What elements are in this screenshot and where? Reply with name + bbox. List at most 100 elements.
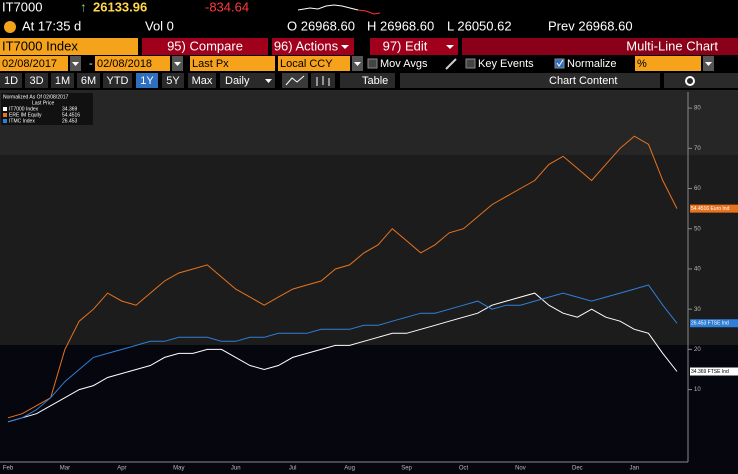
frequency-button[interactable] <box>220 73 275 88</box>
y-tick-label: 50 <box>694 226 701 232</box>
prev: Prev 26968.60 <box>548 18 633 33</box>
input-text: 02/08/2018 <box>97 58 152 70</box>
checkbox-label: Key Events <box>478 58 534 70</box>
y-tick-label: 40 <box>694 267 701 273</box>
range-label: 5Y <box>166 75 180 87</box>
dropdown-arrow <box>446 45 454 49</box>
table-button[interactable] <box>340 73 395 88</box>
range-button[interactable] <box>162 73 184 88</box>
x-tick-label: May <box>173 466 184 472</box>
dropdown-arrow <box>265 79 272 83</box>
button[interactable] <box>142 38 268 55</box>
settings-button[interactable] <box>664 73 738 88</box>
dash: - <box>89 58 93 70</box>
legend-box <box>1 93 93 125</box>
dropdown-arrow <box>72 62 79 66</box>
checkbox-label: Mov Avgs <box>380 58 428 70</box>
checkbox[interactable] <box>367 58 378 69</box>
series-line <box>7 284 678 423</box>
x-tick-label: Mar <box>60 466 70 472</box>
x-tick-label: Sep <box>401 466 412 472</box>
chart: 10 20 30 40 50 60 70 80 Feb Mar Apr May Jun Jul Aug Sep… <box>1 93 738 472</box>
plot-band <box>0 90 738 155</box>
end-tag <box>690 204 738 213</box>
legend-value: 34.369 <box>62 106 78 112</box>
y-tick-label: 10 <box>694 387 701 393</box>
range-button[interactable] <box>25 73 48 88</box>
input-box[interactable] <box>190 56 275 71</box>
dropdown-arrow <box>354 62 361 66</box>
button[interactable] <box>272 38 354 55</box>
range-button[interactable] <box>77 73 100 88</box>
input-text: % <box>637 58 647 70</box>
range-button[interactable] <box>136 73 158 88</box>
x-tick-label: Aug <box>344 466 355 472</box>
dropdown-arrow <box>705 62 712 66</box>
range-button[interactable] <box>0 73 22 88</box>
x-tick-label: Jul <box>289 466 297 472</box>
range-label: 1D <box>4 75 18 87</box>
input-box[interactable] <box>278 56 350 71</box>
dropdown-arrow <box>341 45 349 49</box>
title-bar <box>462 38 738 55</box>
open: O 26968.60 <box>287 18 355 33</box>
low: L 26050.62 <box>447 18 512 33</box>
range-button[interactable] <box>188 73 216 88</box>
x-tick-label: Jan <box>629 466 639 472</box>
y-tick-label: 80 <box>694 106 701 112</box>
volume: Vol 0 <box>145 18 174 33</box>
security-box[interactable] <box>0 38 138 55</box>
sparkline-down <box>357 9 381 15</box>
input-box[interactable] <box>95 56 170 71</box>
end-tag <box>690 319 738 328</box>
pencil-icon <box>445 58 457 70</box>
range-button[interactable] <box>51 73 74 88</box>
input-box[interactable] <box>0 56 68 71</box>
x-tick-label: Feb <box>3 466 14 472</box>
end-tag-label: 34.369 FTSE Ind <box>691 369 729 375</box>
legend-swatch <box>3 119 7 123</box>
button-label: 97) Edit <box>383 38 428 53</box>
legend-swatch <box>3 107 7 111</box>
content-label: Chart Content <box>549 75 617 87</box>
legend-name: IT7000 Index <box>9 106 39 112</box>
checkbox[interactable] <box>465 58 476 69</box>
input-text: Local CCY <box>280 58 333 70</box>
table-label: Table <box>362 75 388 87</box>
x-tick-label: Oct <box>459 466 469 472</box>
button-label: 96) Actions <box>274 38 339 53</box>
y-tick-label: 30 <box>694 307 701 313</box>
y-tick-label: 60 <box>694 186 701 192</box>
x-tick-label: Apr <box>117 466 126 472</box>
input-text: 02/08/2017 <box>2 58 57 70</box>
input-text: Last Px <box>192 58 229 70</box>
button[interactable] <box>370 38 458 55</box>
content-button[interactable] <box>400 73 660 88</box>
range-label: 1Y <box>140 75 154 87</box>
controls: 02/08/2017 -02/08/2018 Last Px Local CCY Mov… <box>0 56 714 71</box>
security: IT7000 Index <box>2 38 78 53</box>
line-icon <box>285 75 305 86</box>
bar-icon <box>316 76 330 86</box>
last-price: 26133.96 <box>93 0 147 14</box>
checkbox-label: Normalize <box>567 58 617 70</box>
input-box[interactable] <box>635 56 701 71</box>
change: -834.64 <box>205 0 249 14</box>
dropdown-arrow <box>174 62 181 66</box>
end-tag-label: 54.4516 Euro Ind <box>691 206 730 212</box>
ticker: IT7000 <box>2 0 42 14</box>
checkbox[interactable] <box>554 58 565 69</box>
legend-subtitle: Last Price <box>32 100 54 106</box>
legend-name: ERE IM Equity <box>9 112 42 118</box>
chart-kind: Multi-Line Chart <box>626 38 718 53</box>
range-button[interactable] <box>103 73 132 88</box>
end-tag <box>690 367 738 376</box>
y-tick-label: 20 <box>694 347 701 353</box>
sparkline <box>297 4 359 11</box>
legend-name: ITMC Index <box>9 118 35 124</box>
x-tick-label: Jun <box>231 466 241 472</box>
arrow: ↑ <box>80 0 87 14</box>
series-line <box>7 292 678 423</box>
gear-icon <box>685 76 695 86</box>
plot-band <box>0 345 738 474</box>
